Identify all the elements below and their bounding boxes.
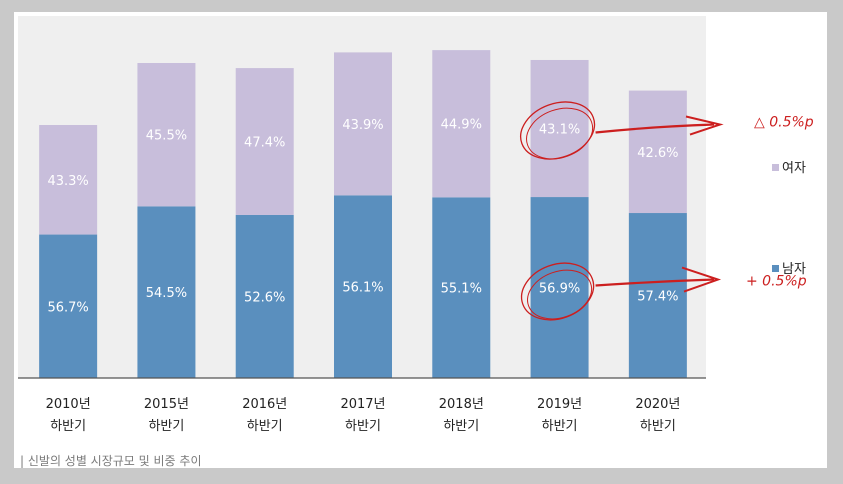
data-label-female-2: 47.4% bbox=[244, 136, 285, 151]
legend-label-male: 남자 bbox=[782, 262, 806, 277]
bar-male-5 bbox=[530, 197, 589, 378]
annotation-circle-female-inner bbox=[526, 107, 594, 160]
bar-female-0 bbox=[39, 125, 98, 235]
x-tick-label-half-0: 하반기 bbox=[50, 419, 86, 434]
bar-female-3 bbox=[334, 52, 392, 196]
bar-male-4 bbox=[432, 197, 491, 378]
x-tick-label-year-4: 2018년 bbox=[439, 397, 484, 412]
bar-male-2 bbox=[235, 214, 294, 378]
x-tick-label-half-5: 하반기 bbox=[542, 419, 578, 434]
x-tick-label-half-6: 하반기 bbox=[640, 419, 676, 434]
x-tick-label-half-4: 하반기 bbox=[443, 419, 479, 434]
data-label-male-0: 56.7% bbox=[47, 300, 88, 315]
data-label-male-2: 52.6% bbox=[244, 290, 285, 305]
bar-female-2 bbox=[235, 68, 294, 215]
data-label-male-5: 56.9% bbox=[539, 282, 580, 297]
annotation-arrow-male bbox=[595, 278, 715, 287]
bar-male-6 bbox=[628, 213, 687, 378]
x-tick-label-half-2: 하반기 bbox=[247, 419, 283, 434]
x-tick-label-year-3: 2017년 bbox=[340, 397, 385, 412]
data-label-male-3: 56.1% bbox=[342, 281, 383, 296]
bar-female-4 bbox=[432, 50, 491, 198]
legend-label-female: 여자 bbox=[782, 161, 806, 176]
bar-female-6 bbox=[628, 90, 687, 214]
data-label-female-3: 43.9% bbox=[342, 118, 383, 133]
data-label-female-5: 43.1% bbox=[539, 123, 580, 138]
annotation-circle-male-inner bbox=[527, 269, 593, 320]
data-label-female-4: 44.9% bbox=[441, 118, 482, 133]
annotation-male-change: + 0.5%p bbox=[746, 274, 807, 290]
legend-swatch-female bbox=[772, 164, 779, 171]
x-tick-label-year-0: 2010년 bbox=[46, 397, 91, 412]
annotation-arrowhead-male bbox=[681, 266, 722, 293]
legend-swatch-male bbox=[772, 265, 779, 272]
data-label-male-6: 57.4% bbox=[637, 290, 678, 305]
data-label-female-1: 45.5% bbox=[146, 129, 187, 144]
data-label-female-6: 42.6% bbox=[637, 146, 678, 161]
annotation-female-change: △ 0.5%p bbox=[754, 115, 814, 131]
annotation-circle-male bbox=[520, 262, 595, 321]
bar-male-1 bbox=[137, 206, 196, 378]
bar-female-1 bbox=[137, 63, 196, 207]
annotation-arrowhead-female bbox=[685, 115, 724, 136]
x-tick-label-half-1: 하반기 bbox=[148, 419, 184, 434]
x-tick-label-year-6: 2020년 bbox=[635, 397, 680, 412]
chart-caption: | 신발의 성별 시장규모 및 비중 추이 bbox=[20, 454, 202, 468]
bar-female-5 bbox=[530, 59, 589, 198]
bar-male-3 bbox=[334, 195, 392, 378]
data-label-female-0: 43.3% bbox=[47, 174, 88, 189]
x-tick-label-half-3: 하반기 bbox=[345, 419, 381, 434]
data-label-male-4: 55.1% bbox=[441, 282, 482, 297]
data-label-male-1: 54.5% bbox=[146, 286, 187, 301]
x-tick-label-year-5: 2019년 bbox=[537, 397, 582, 412]
annotation-arrow-female bbox=[595, 123, 715, 134]
x-tick-label-year-2: 2016년 bbox=[242, 397, 287, 412]
x-tick-label-year-1: 2015년 bbox=[144, 397, 189, 412]
bar-male-0 bbox=[39, 234, 98, 378]
